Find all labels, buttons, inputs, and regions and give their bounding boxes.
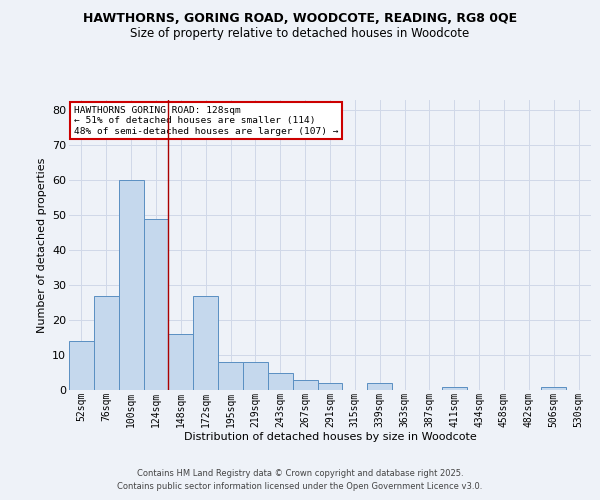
Bar — [94, 296, 119, 390]
Bar — [442, 386, 467, 390]
Bar — [193, 296, 218, 390]
Text: HAWTHORNS, GORING ROAD, WOODCOTE, READING, RG8 0QE: HAWTHORNS, GORING ROAD, WOODCOTE, READIN… — [83, 12, 517, 26]
Bar — [268, 372, 293, 390]
Bar — [143, 219, 169, 390]
Bar — [218, 362, 243, 390]
Bar — [169, 334, 193, 390]
Text: Contains public sector information licensed under the Open Government Licence v3: Contains public sector information licen… — [118, 482, 482, 491]
Y-axis label: Number of detached properties: Number of detached properties — [37, 158, 47, 332]
Bar — [119, 180, 143, 390]
X-axis label: Distribution of detached houses by size in Woodcote: Distribution of detached houses by size … — [184, 432, 476, 442]
Bar — [367, 383, 392, 390]
Text: Size of property relative to detached houses in Woodcote: Size of property relative to detached ho… — [130, 28, 470, 40]
Bar — [69, 341, 94, 390]
Bar — [293, 380, 317, 390]
Text: HAWTHORNS GORING ROAD: 128sqm
← 51% of detached houses are smaller (114)
48% of : HAWTHORNS GORING ROAD: 128sqm ← 51% of d… — [74, 106, 339, 136]
Text: Contains HM Land Registry data © Crown copyright and database right 2025.: Contains HM Land Registry data © Crown c… — [137, 468, 463, 477]
Bar — [317, 383, 343, 390]
Bar — [541, 386, 566, 390]
Bar — [243, 362, 268, 390]
